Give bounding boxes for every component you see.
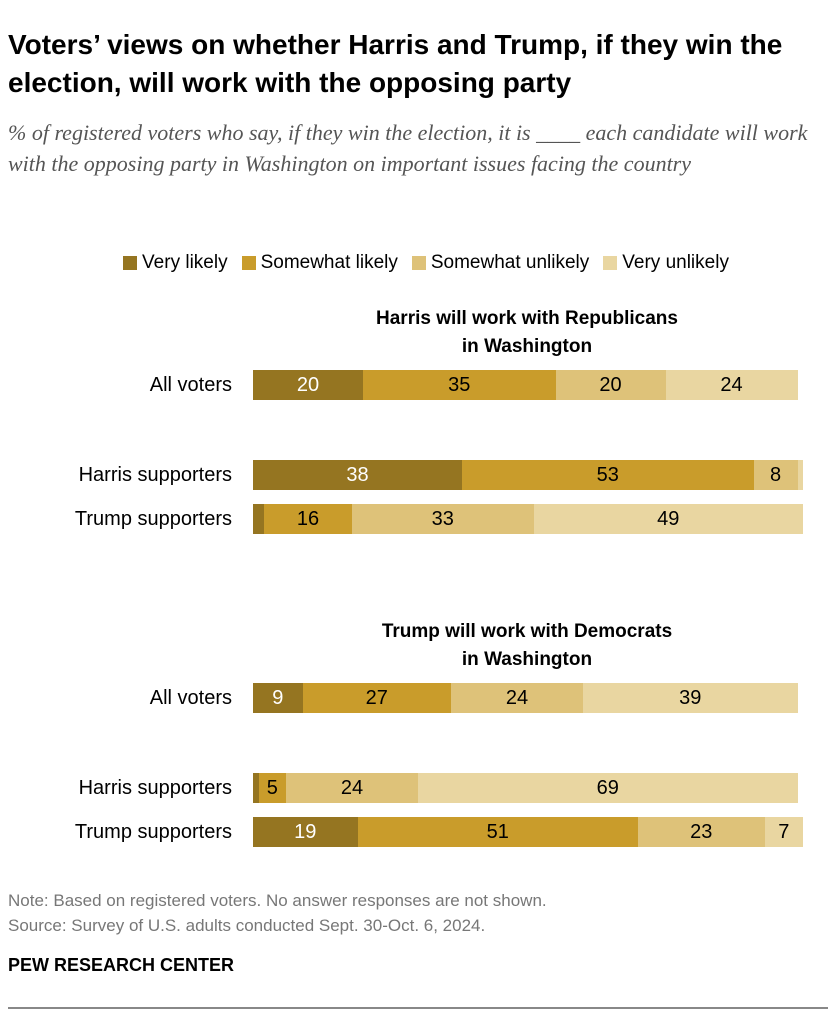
legend-item: Somewhat likely xyxy=(241,252,398,274)
bar-segment-very-likely: 9 xyxy=(253,683,303,713)
bar-segment-very-unlikely: 39 xyxy=(583,683,798,713)
data-label: 19 xyxy=(294,820,317,843)
data-label: 8 xyxy=(769,463,782,486)
legend-swatch xyxy=(411,256,426,270)
bar-segment-very-likely: 38 xyxy=(253,460,462,490)
stacked-bar: 5 24 69 xyxy=(253,773,798,803)
row-label: All voters xyxy=(149,687,232,709)
data-label: 24 xyxy=(720,373,743,396)
bar-segment-very-likely xyxy=(253,773,259,803)
data-label: 69 xyxy=(596,776,619,799)
row-label: Trump supporters xyxy=(74,821,232,843)
source-text: Source: Survey of U.S. adults conducted … xyxy=(8,916,486,935)
brand-logo-text: PEW RESEARCH CENTER xyxy=(8,955,235,975)
data-label: 9 xyxy=(272,686,284,709)
legend-item: Very likely xyxy=(123,252,228,274)
bar-segment-somewhat-likely: 5 xyxy=(258,773,286,803)
stacked-bar: 9 27 24 39 xyxy=(253,683,798,713)
data-label: 7 xyxy=(778,820,790,843)
bar-segment-very-likely: 20 xyxy=(253,370,363,400)
legend-label: Somewhat likely xyxy=(260,252,398,273)
bar-segment-somewhat-unlikely: 24 xyxy=(286,773,418,803)
bar-segment-very-unlikely xyxy=(797,460,803,490)
legend-item: Somewhat unlikely xyxy=(411,252,590,274)
bottom-divider xyxy=(8,1007,828,1009)
chart-subtitle: % of registered voters who say, if they … xyxy=(8,120,808,176)
data-label: 16 xyxy=(296,507,320,530)
data-label: 23 xyxy=(690,820,713,843)
bar-segment-somewhat-unlikely: 24 xyxy=(451,683,583,713)
panel-title: Trump will work with Democrats in Washing… xyxy=(381,621,673,670)
data-label: 24 xyxy=(505,686,529,709)
data-label: 33 xyxy=(431,507,454,530)
bar-segment-somewhat-unlikely: 33 xyxy=(352,504,534,534)
data-label: 20 xyxy=(599,373,622,396)
data-label: 39 xyxy=(679,686,702,709)
bar-segment-somewhat-likely: 27 xyxy=(302,683,451,713)
bar-segment-very-likely: 19 xyxy=(253,817,358,847)
bar-segment-very-unlikely: 69 xyxy=(418,773,798,803)
stacked-bar: 20 35 20 24 xyxy=(253,370,798,400)
stacked-bar: 19 51 23 7 xyxy=(253,817,803,847)
stacked-bar: 16 33 49 xyxy=(253,504,803,534)
bar-segment-somewhat-unlikely: 8 xyxy=(753,460,798,490)
row-label: Trump supporters xyxy=(74,508,232,530)
chart-title: Voters’ views on whether Harris and Trum… xyxy=(8,29,783,98)
bar-segment-somewhat-likely: 53 xyxy=(462,460,754,490)
bar-segment-very-unlikely: 7 xyxy=(764,817,803,847)
data-label: 38 xyxy=(346,463,369,486)
row-label: All voters xyxy=(149,374,232,396)
data-label: 53 xyxy=(596,463,619,486)
legend-item: Very unlikely xyxy=(603,252,729,274)
bar-segment-somewhat-unlikely: 23 xyxy=(638,817,765,847)
bar-segment-somewhat-unlikely: 20 xyxy=(555,370,666,400)
data-label: 49 xyxy=(657,507,680,530)
legend: Very likely Somewhat likely Somewhat unlik… xyxy=(0,252,840,274)
legend-swatch xyxy=(603,256,618,270)
bar-segment-somewhat-likely: 51 xyxy=(357,817,638,847)
bar-segment-very-unlikely: 49 xyxy=(533,504,803,534)
data-label: 51 xyxy=(486,820,509,843)
data-label: 5 xyxy=(266,776,278,799)
row-label: Harris supporters xyxy=(78,777,232,799)
legend-label: Very likely xyxy=(142,252,228,273)
stacked-bar: 38 53 8 xyxy=(253,460,803,490)
legend-swatch xyxy=(123,256,138,270)
bar-segment-very-unlikely: 24 xyxy=(665,370,798,400)
bar-segment-very-likely xyxy=(253,504,264,534)
legend-swatch xyxy=(241,256,256,270)
bar-segment-somewhat-likely: 35 xyxy=(363,370,556,400)
data-label: 35 xyxy=(448,373,471,396)
note-text: Note: Based on registered voters. No ans… xyxy=(8,891,547,910)
legend-label: Somewhat unlikely xyxy=(430,252,590,273)
data-label: 20 xyxy=(296,373,320,396)
data-label: 24 xyxy=(340,776,364,799)
legend-label: Very unlikely xyxy=(622,252,729,273)
bar-segment-somewhat-likely: 16 xyxy=(264,504,352,534)
panel-title: Harris will work with Republicans in Wash… xyxy=(376,308,678,357)
data-label: 27 xyxy=(365,686,388,709)
row-label: Harris supporters xyxy=(78,464,232,486)
